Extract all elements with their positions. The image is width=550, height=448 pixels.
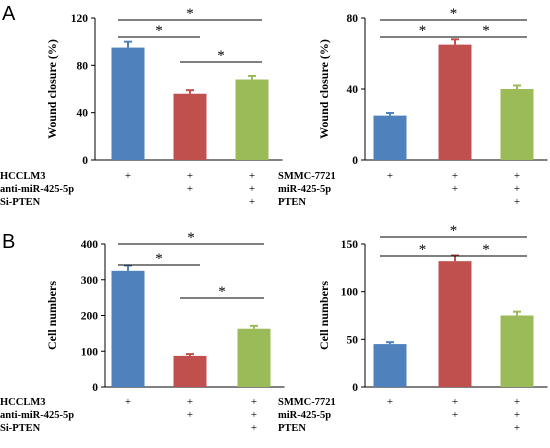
significance-star: * xyxy=(450,6,458,22)
y-tick-label: 40 xyxy=(347,84,359,96)
condition-mark: + xyxy=(514,183,520,195)
condition-label: miR-425-5p xyxy=(278,184,331,195)
panel-letter-b: B xyxy=(2,231,15,253)
significance-star: * xyxy=(450,223,458,239)
significance-star: * xyxy=(217,48,225,64)
condition-mark: + xyxy=(187,409,193,421)
panel-letter-a: A xyxy=(2,3,16,25)
y-tick-label: 400 xyxy=(81,239,99,251)
bar xyxy=(438,261,472,387)
condition-label: Si-PTEN xyxy=(0,197,41,208)
bar xyxy=(500,89,534,160)
bar xyxy=(438,44,472,160)
y-tick-label: 100 xyxy=(81,346,99,358)
significance-star: * xyxy=(419,23,427,39)
condition-mark: + xyxy=(249,170,255,182)
significance-star: * xyxy=(419,242,427,258)
condition-mark: + xyxy=(452,170,458,182)
y-tick-label: 80 xyxy=(77,60,89,72)
bar xyxy=(111,47,145,161)
y-tick-label: 200 xyxy=(81,311,99,323)
condition-label: anti-miR-425-5p xyxy=(0,410,74,421)
condition-mark: + xyxy=(452,396,458,408)
condition-label: anti-miR-425-5p xyxy=(0,184,74,195)
y-axis-label: Cell numbers xyxy=(317,281,331,350)
condition-label: PTEN xyxy=(278,423,306,434)
y-axis-label: Wound closure (%) xyxy=(317,39,331,139)
condition-mark: + xyxy=(514,396,520,408)
significance-star: * xyxy=(155,251,163,267)
condition-mark: + xyxy=(452,183,458,195)
bar xyxy=(237,328,271,387)
condition-mark: + xyxy=(514,422,520,434)
condition-mark: + xyxy=(251,422,257,434)
condition-label: SMMC-7721 xyxy=(278,171,336,182)
bar xyxy=(173,93,207,160)
condition-mark: + xyxy=(452,409,458,421)
condition-label: HCCLM3 xyxy=(0,171,46,182)
y-axis-label: Cell numbers xyxy=(45,281,59,350)
condition-label: PTEN xyxy=(278,197,306,208)
significance-star: * xyxy=(155,23,163,39)
condition-mark: + xyxy=(387,170,393,182)
y-axis-label: Wound closure (%) xyxy=(45,39,59,139)
y-tick-label: 150 xyxy=(341,239,359,251)
significance-star: * xyxy=(186,6,194,22)
significance-star: * xyxy=(482,242,490,258)
condition-mark: + xyxy=(187,396,193,408)
condition-mark: + xyxy=(187,183,193,195)
condition-mark: + xyxy=(514,409,520,421)
y-tick-label: 300 xyxy=(81,275,99,287)
condition-mark: + xyxy=(251,409,257,421)
bar xyxy=(235,79,269,160)
y-tick-label: 0 xyxy=(352,155,358,167)
condition-label: miR-425-5p xyxy=(278,410,331,421)
condition-mark: + xyxy=(249,183,255,195)
condition-mark: + xyxy=(125,396,131,408)
condition-mark: + xyxy=(251,396,257,408)
condition-mark: + xyxy=(514,196,520,208)
y-tick-label: 40 xyxy=(77,108,89,120)
bar xyxy=(373,115,407,160)
y-tick-label: 120 xyxy=(71,13,89,25)
condition-mark: + xyxy=(125,170,131,182)
condition-mark: + xyxy=(249,196,255,208)
significance-star: * xyxy=(218,284,226,300)
condition-mark: + xyxy=(187,170,193,182)
y-tick-label: 100 xyxy=(341,287,359,299)
bar xyxy=(173,355,207,387)
y-tick-label: 0 xyxy=(352,382,358,394)
y-tick-label: 80 xyxy=(347,13,359,25)
condition-mark: + xyxy=(514,170,520,182)
y-tick-label: 50 xyxy=(347,334,359,346)
condition-label: SMMC-7721 xyxy=(278,397,336,408)
significance-star: * xyxy=(187,230,195,246)
condition-label: Si-PTEN xyxy=(0,423,41,434)
bar xyxy=(373,344,407,387)
bar xyxy=(500,315,534,387)
significance-star: * xyxy=(482,23,490,39)
condition-mark: + xyxy=(387,396,393,408)
y-tick-label: 0 xyxy=(82,155,88,167)
condition-label: HCCLM3 xyxy=(0,397,46,408)
y-tick-label: 0 xyxy=(92,382,98,394)
bar xyxy=(111,270,145,387)
